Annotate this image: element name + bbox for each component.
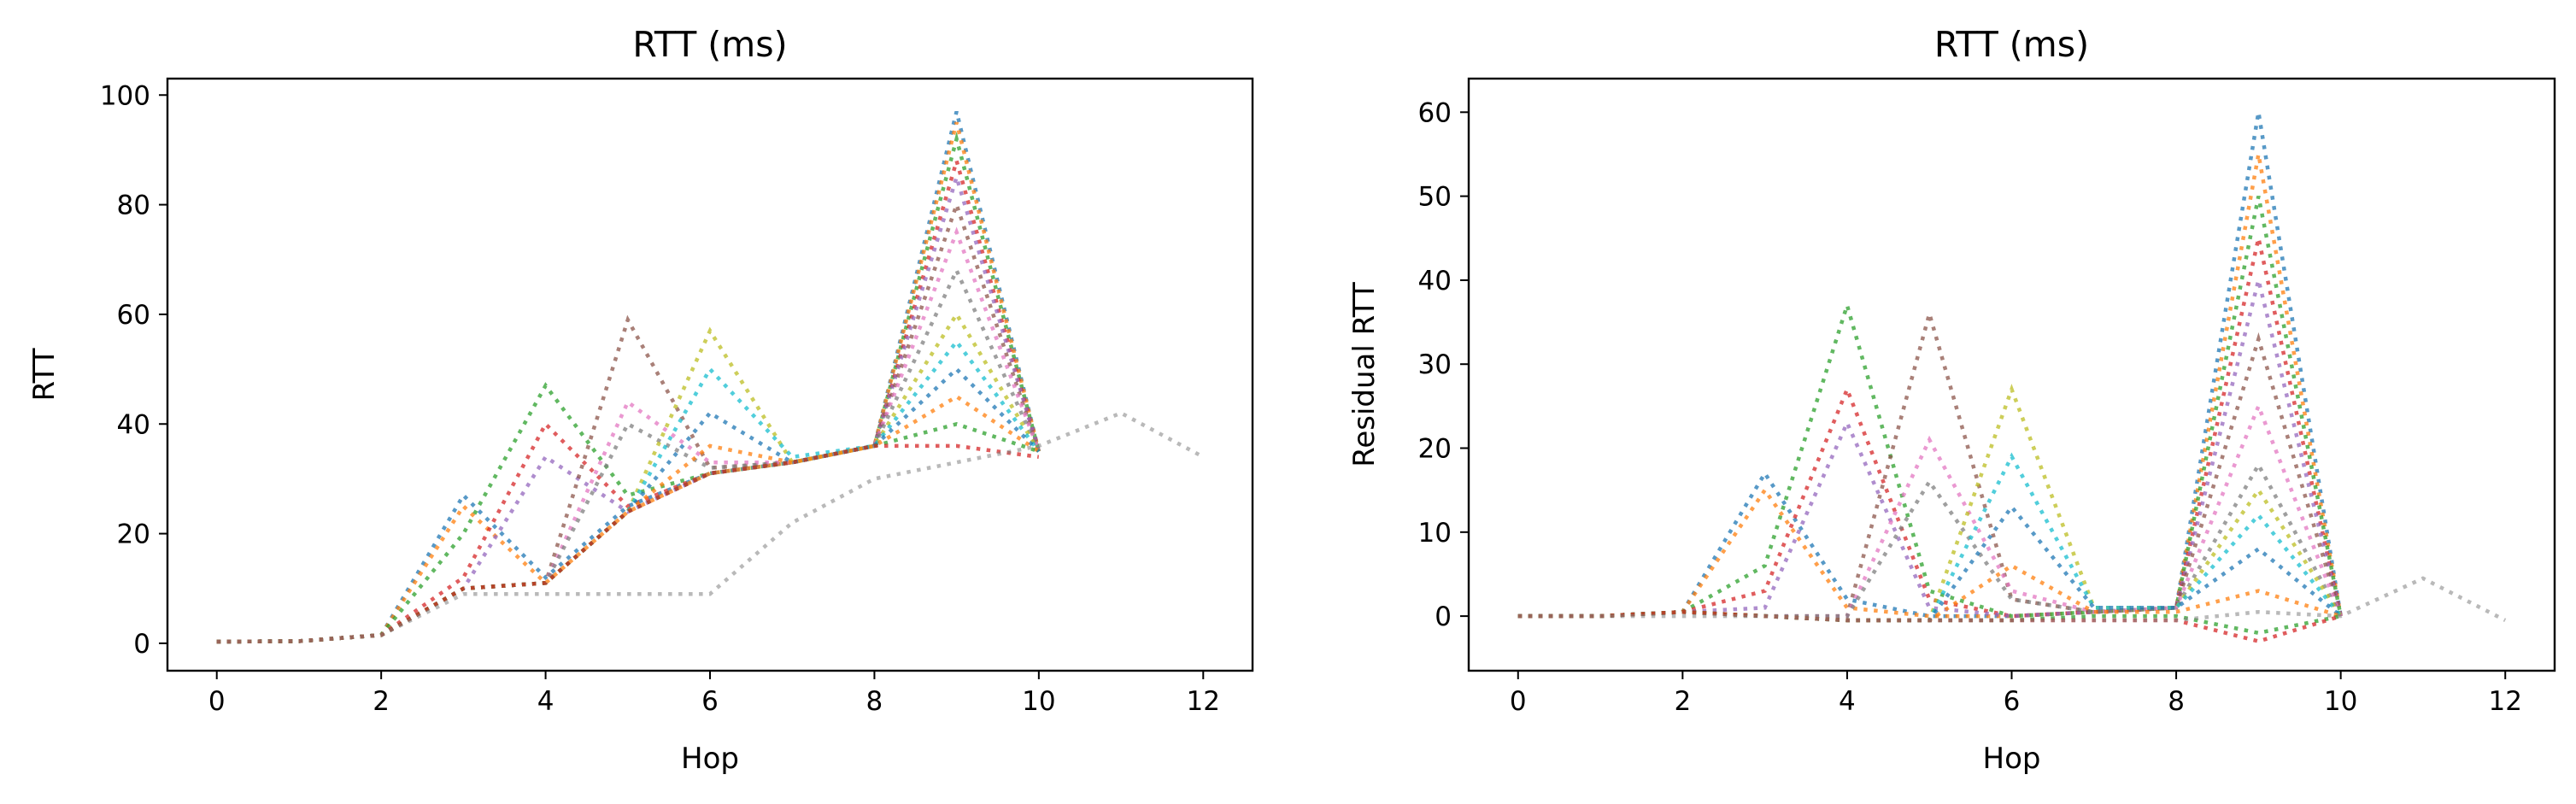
y-tick-label: 60 bbox=[117, 300, 150, 331]
left-panel-rtt: 0 2 4 6 8 10 12 0 20 40 60 80 100 RTT (ms) Hop RTT bbox=[27, 24, 1254, 776]
x-tick-label: 10 bbox=[2324, 686, 2357, 717]
series-line-0 bbox=[216, 110, 1041, 644]
series-line-9 bbox=[216, 338, 1041, 644]
series-line-7 bbox=[1517, 461, 2343, 619]
series-line-13 bbox=[216, 443, 1040, 644]
right-panel-residual-rtt: 0 2 4 6 8 10 12 0 10 20 30 40 50 60 RTT (ms) Hop Residua… bbox=[1347, 24, 2556, 776]
x-tick-label: 6 bbox=[2004, 686, 2021, 717]
series-line-4 bbox=[1517, 279, 2343, 619]
series-line-2 bbox=[216, 131, 1041, 644]
x-tick-label: 0 bbox=[1510, 686, 1527, 717]
chart-title: RTT (ms) bbox=[1934, 24, 2089, 65]
x-tick-label: 2 bbox=[373, 686, 390, 717]
plot-frame bbox=[1467, 77, 2556, 672]
series-line-0 bbox=[1517, 111, 2343, 619]
y-tick-label: 20 bbox=[117, 519, 150, 550]
plot-frame bbox=[166, 77, 1254, 672]
y-tick-label: 80 bbox=[117, 191, 150, 221]
x-tick-label: 2 bbox=[1674, 686, 1691, 717]
y-tick-label: 40 bbox=[117, 409, 150, 440]
series-line-6 bbox=[1517, 401, 2343, 619]
y-tick-label: 30 bbox=[1418, 349, 1452, 380]
x-tick-label: 8 bbox=[866, 686, 883, 717]
x-axis-label: Hop bbox=[1983, 742, 2041, 776]
x-tick-label: 8 bbox=[2168, 686, 2185, 717]
x-tick-label: 6 bbox=[701, 686, 719, 717]
series-line-3 bbox=[1517, 238, 2343, 619]
series-line-3 bbox=[216, 154, 1041, 644]
x-tick-label: 12 bbox=[2489, 686, 2522, 717]
series-line-7 bbox=[216, 266, 1041, 644]
chart-title: RTT (ms) bbox=[632, 24, 787, 65]
series-line-6 bbox=[216, 226, 1041, 644]
y-tick-label: 60 bbox=[1418, 97, 1452, 128]
y-tick-label: 10 bbox=[1418, 518, 1452, 549]
y-axis-label: Residual RTT bbox=[1347, 282, 1382, 467]
y-tick-label: 100 bbox=[100, 80, 150, 111]
series-line-14 bbox=[216, 410, 1205, 644]
x-tick-label: 0 bbox=[208, 686, 226, 717]
y-tick-label: 40 bbox=[1418, 266, 1452, 296]
x-tick-label: 4 bbox=[537, 686, 555, 717]
x-tick-label: 4 bbox=[1839, 686, 1856, 717]
x-tick-label: 12 bbox=[1187, 686, 1220, 717]
y-tick-label: 0 bbox=[133, 629, 150, 660]
y-axis-label: RTT bbox=[27, 348, 62, 401]
y-tick-label: 0 bbox=[1435, 602, 1452, 632]
series-line-2 bbox=[1517, 196, 2343, 619]
y-tick-label: 50 bbox=[1418, 182, 1452, 213]
x-axis-label: Hop bbox=[681, 742, 739, 776]
series-group bbox=[1517, 111, 2507, 643]
y-tick-label: 20 bbox=[1418, 434, 1452, 465]
x-tick-label: 10 bbox=[1022, 686, 1055, 717]
series-line-4 bbox=[216, 170, 1041, 644]
series-line-14 bbox=[1517, 576, 2507, 623]
series-group bbox=[216, 110, 1205, 644]
series-line-12 bbox=[216, 421, 1040, 644]
series-line-5 bbox=[216, 198, 1041, 644]
